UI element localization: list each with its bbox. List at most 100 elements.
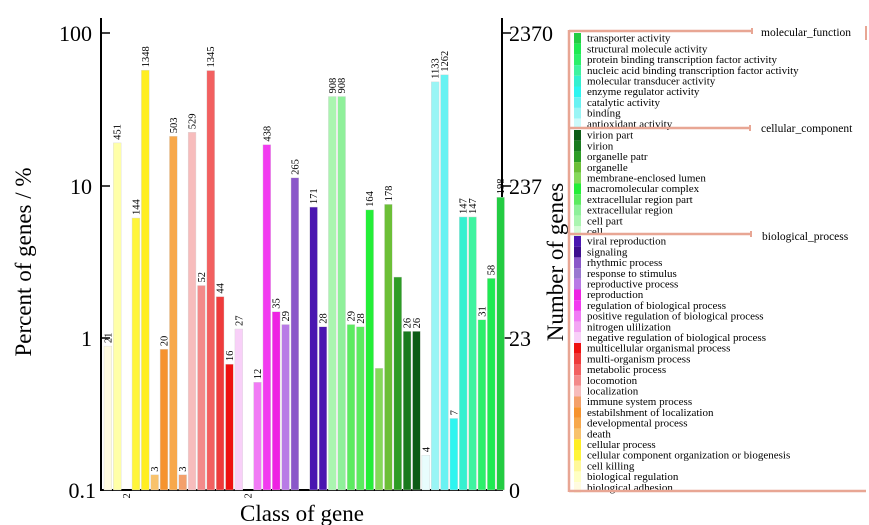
legend-swatch bbox=[574, 151, 581, 163]
bar-value-label: 529 bbox=[188, 114, 199, 130]
bar bbox=[206, 70, 215, 491]
bar-value-label: 31 bbox=[477, 306, 488, 317]
bar bbox=[103, 345, 113, 491]
legend-item-label: positive regulation of biological proces… bbox=[587, 311, 764, 323]
bar bbox=[356, 326, 365, 491]
bar-value-label: 28 bbox=[318, 313, 329, 324]
bar-value-label: 908 bbox=[328, 78, 339, 94]
legend-swatch bbox=[574, 118, 581, 130]
legend-swatch bbox=[574, 310, 581, 322]
legend-swatch bbox=[574, 54, 581, 66]
legend-item-label: negative regulation of biological proces… bbox=[587, 332, 766, 344]
bar-value-label: 28 bbox=[356, 313, 367, 324]
legend-item-label: enzyme regulator activity bbox=[587, 86, 700, 98]
bars-group: 2145121441348320503352952134544162721243… bbox=[103, 46, 507, 498]
bar bbox=[403, 331, 412, 491]
bar-value-label: 438 bbox=[262, 126, 273, 142]
legend-item-label: reproductive process bbox=[587, 279, 678, 291]
bar bbox=[281, 324, 290, 491]
legend-swatch bbox=[574, 407, 581, 418]
legend-swatch bbox=[574, 43, 581, 55]
bar-value-label: 147 bbox=[468, 198, 479, 214]
bar-value-label: 1348 bbox=[141, 46, 152, 67]
legend-item-label: catalytic activity bbox=[587, 97, 660, 109]
bar bbox=[449, 418, 458, 491]
bar bbox=[393, 276, 402, 491]
bar bbox=[477, 319, 487, 491]
bar-value-label: 35 bbox=[272, 298, 283, 309]
y-axis-title: Percent of genes / % bbox=[11, 167, 36, 356]
bar-value-label: 44 bbox=[216, 282, 227, 293]
legend-item-label: virion bbox=[587, 140, 614, 152]
bar-value-label: 3 bbox=[150, 466, 161, 471]
bar bbox=[318, 326, 328, 491]
bar-value-label: 147 bbox=[459, 198, 470, 214]
legend-item-label: extracellular region bbox=[587, 205, 673, 217]
legend-swatch bbox=[574, 246, 581, 258]
y2-axis-title: Number of genes bbox=[543, 183, 568, 341]
legend-item-label: cellular component organization or bioge… bbox=[587, 450, 790, 462]
legend-item-label: regulation of biological process bbox=[587, 300, 726, 312]
legend-swatch bbox=[574, 396, 581, 408]
legend-swatch bbox=[574, 236, 581, 247]
legend-item-label: cellular process bbox=[587, 439, 656, 451]
bar bbox=[187, 132, 197, 491]
legend-item-label: transporter activity bbox=[587, 33, 671, 45]
legend-swatch bbox=[574, 289, 581, 301]
legend-item-label: protein binding transcription factor act… bbox=[587, 54, 778, 66]
bar bbox=[159, 349, 169, 491]
y2-tick-label: 2370 bbox=[509, 21, 553, 46]
legend-item-label: estabilshment of localization bbox=[587, 407, 714, 419]
bar-value-label: 144 bbox=[131, 199, 142, 216]
bar bbox=[113, 142, 122, 491]
legend-item-label: response to stimulus bbox=[587, 268, 677, 280]
bar bbox=[225, 363, 234, 491]
bar-value-label: 198 bbox=[496, 179, 507, 195]
legend-swatch bbox=[574, 75, 581, 87]
bar bbox=[440, 74, 449, 491]
bar bbox=[487, 278, 496, 491]
bar bbox=[374, 368, 384, 491]
x-axis-title: Class of gene bbox=[240, 501, 364, 525]
bar bbox=[365, 209, 374, 491]
legend-swatch bbox=[574, 97, 581, 108]
legend-item-label: viral reproduction bbox=[587, 236, 667, 248]
legend-swatch bbox=[574, 140, 581, 152]
legend-swatch bbox=[574, 375, 581, 386]
legend-swatch bbox=[574, 107, 581, 119]
legend-swatch bbox=[574, 162, 581, 173]
bar-value-label: 20 bbox=[160, 336, 171, 347]
legend-item-label: death bbox=[587, 428, 611, 440]
bar bbox=[253, 382, 262, 491]
legend-swatch bbox=[574, 353, 581, 365]
legend-item-label: cell killing bbox=[587, 460, 635, 472]
legend-swatch bbox=[574, 471, 581, 483]
y2-tick-label: 0 bbox=[509, 478, 520, 503]
legend-swatch bbox=[574, 439, 581, 450]
bar bbox=[459, 216, 468, 491]
legend-swatch bbox=[574, 417, 581, 429]
legend-swatch bbox=[574, 130, 581, 141]
bar bbox=[337, 96, 346, 491]
bar-value-label: 3 bbox=[178, 466, 189, 471]
legend-item-label: extracellular region part bbox=[587, 194, 693, 206]
bar bbox=[346, 324, 356, 491]
legend-swatch bbox=[574, 86, 581, 98]
y2-tick-label: 23 bbox=[509, 326, 531, 351]
legend-item-label: localization bbox=[587, 386, 639, 398]
bar-value-label: 178 bbox=[384, 186, 395, 202]
legend-item-label: multicellular organismal process bbox=[587, 343, 730, 355]
bar-value-label: 58 bbox=[487, 265, 498, 276]
bar-value-label: 908 bbox=[337, 78, 348, 94]
bar-value-label: 7 bbox=[449, 410, 460, 415]
legend-item-label: cell part bbox=[587, 215, 623, 227]
bar bbox=[421, 455, 430, 491]
bar-value-label: 164 bbox=[365, 190, 376, 207]
legend-item-label: developmental process bbox=[587, 418, 688, 430]
legend-item-label: locomotion bbox=[587, 375, 638, 387]
bar-value-label: 12 bbox=[253, 369, 264, 380]
legend-swatch bbox=[574, 300, 581, 311]
bar-value-label: 29 bbox=[347, 311, 358, 322]
legend-group-title: cellular_component bbox=[761, 123, 853, 135]
bar-value-label: 503 bbox=[169, 117, 180, 133]
